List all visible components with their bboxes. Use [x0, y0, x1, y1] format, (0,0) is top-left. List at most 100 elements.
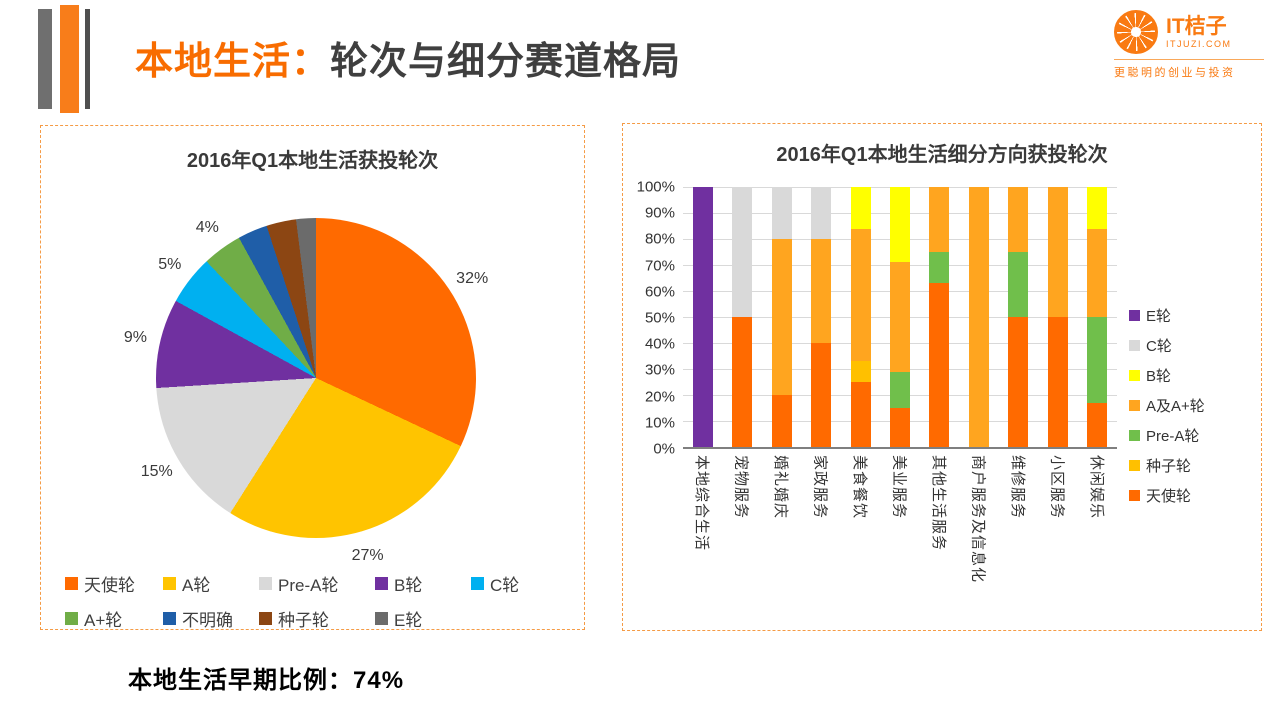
bar-category-label: 商户服务及信息化: [959, 455, 998, 583]
page-title: 本地生活：轮次与细分赛道格局: [135, 30, 681, 85]
bar-segment-Pre-A轮: [889, 371, 910, 408]
legend-swatch: [1129, 430, 1140, 441]
bar-segment-天使轮: [1008, 317, 1029, 447]
pie-slice-label: 32%: [456, 269, 489, 287]
deco-bar-orange: [60, 5, 79, 113]
legend-swatch: [259, 612, 272, 625]
bar-segment-天使轮: [771, 395, 792, 447]
bar-segment-天使轮: [929, 283, 950, 447]
bar-category-label-text: 婚礼婚庆: [772, 455, 790, 520]
bar-category-label-text: 本地综合生活: [693, 455, 711, 552]
y-axis-label: 100%: [636, 178, 675, 196]
legend-item: A及A+轮: [1129, 395, 1205, 416]
legend-item: 天使轮: [65, 571, 163, 596]
bar-segment-C轮: [811, 187, 832, 239]
pie-slice-label: 9%: [123, 328, 148, 346]
pie-slice-label: 5%: [158, 255, 182, 273]
legend-swatch: [1129, 460, 1140, 471]
legend-label: C轮: [490, 576, 520, 595]
legend-label: B轮: [1146, 368, 1172, 385]
legend-item: 不明确: [163, 606, 259, 631]
bar-category-label-text: 维修服务: [1008, 455, 1026, 520]
bar-column: [1038, 187, 1077, 447]
legend-item: 天使轮: [1129, 485, 1205, 506]
logo-row: IT桔子 ITJUZI.COM: [1114, 10, 1264, 54]
bar-stack: [850, 187, 871, 447]
bar-category-label: 美食餐饮: [841, 455, 880, 583]
pie-legend: 天使轮 A轮 Pre-A轮 B轮 C轮 A+轮 不明确 种子轮 E轮: [41, 571, 584, 631]
bar-category-label-text: 其他生活服务: [929, 455, 947, 552]
bar-category-label: 家政服务: [801, 455, 840, 583]
bar-segment-B轮: [889, 187, 910, 263]
legend-label: Pre-A轮: [1146, 428, 1200, 445]
bar-segment-A及A+轮: [889, 262, 910, 372]
legend-swatch: [1129, 400, 1140, 411]
legend-swatch: [375, 577, 388, 590]
bar-stack: [1047, 187, 1068, 447]
y-axis-label: 10%: [644, 414, 675, 432]
legend-item: E轮: [375, 606, 471, 631]
bar-segment-天使轮: [1047, 317, 1068, 447]
logo-tagline: 更聪明的创业与投资: [1114, 67, 1236, 79]
pie-slice-label: 27%: [351, 546, 384, 564]
legend-item: C轮: [1129, 335, 1205, 356]
bar-category-label: 美业服务: [880, 455, 919, 583]
bar-category-label: 其他生活服务: [920, 455, 959, 583]
bar-segment-A及A+轮: [771, 239, 792, 395]
pie-chart-title: 2016年Q1本地生活获投轮次: [186, 150, 439, 172]
bar-category-label: 维修服务: [999, 455, 1038, 583]
bar-segment-天使轮: [889, 408, 910, 447]
legend-label: C轮: [1146, 338, 1172, 355]
bar-stack: [1087, 187, 1108, 447]
legend-swatch: [1129, 370, 1140, 381]
legend-label: E轮: [1146, 308, 1172, 325]
legend-swatch: [1129, 340, 1140, 351]
bar-segment-天使轮: [850, 382, 871, 447]
bar-category-label-text: 商户服务及信息化: [969, 455, 987, 584]
bar-stack: [968, 187, 989, 447]
bar-segment-B轮: [1087, 187, 1108, 229]
footer-note: 本地生活早期比例：74%: [128, 667, 405, 694]
legend-label: A+轮: [84, 611, 123, 630]
y-axis-label: 30%: [644, 361, 675, 379]
pie-area: 32% 27% 15% 9% 5% 4%: [41, 173, 584, 571]
bar-category-label-text: 美业服务: [890, 455, 908, 520]
bar-segment-A及A+轮: [929, 187, 950, 253]
legend-swatch: [65, 612, 78, 625]
bar-category-label: 休闲娱乐: [1078, 455, 1117, 583]
y-axis-label: 90%: [644, 204, 675, 222]
legend-swatch: [259, 577, 272, 590]
category-labels: 本地综合生活 宠物服务 婚礼婚庆 家政服务 美食餐饮 美业服务 其他生活服务 商户服务及信息化…: [683, 455, 1117, 583]
bar-stack: [1008, 187, 1029, 447]
legend-item: 种子轮: [259, 606, 375, 631]
page-title-rest: 轮次与细分赛道格局: [330, 41, 682, 83]
y-axis-label: 50%: [644, 309, 675, 327]
legend-swatch: [1129, 490, 1140, 501]
logo-domain: ITJUZI.COM: [1166, 38, 1232, 49]
legend-label: B轮: [394, 576, 423, 595]
bar-stack: [811, 187, 832, 447]
pie-chart: [156, 218, 476, 538]
bar-segment-A及A+轮: [811, 239, 832, 343]
y-axis: 100% 90% 80% 70% 60% 50% 40% 30% 20% 10% 0%: [633, 179, 683, 458]
orange-fruit-icon: [1114, 10, 1158, 54]
bar-category-label: 婚礼婚庆: [762, 455, 801, 583]
bar-stack: [692, 187, 713, 447]
bar-chart-row: 100% 90% 80% 70% 60% 50% 40% 30% 20% 10% 0% 本地综合生活…: [623, 179, 1261, 584]
bar-segment-种子轮: [850, 361, 871, 382]
bar-category-label: 小区服务: [1038, 455, 1077, 583]
legend-item: E轮: [1129, 305, 1205, 326]
bar-column: [722, 187, 761, 447]
legend-swatch: [375, 612, 388, 625]
bar-plot: [683, 187, 1117, 449]
y-axis-label: 20%: [644, 388, 675, 406]
bar-category-label: 本地综合生活: [683, 455, 722, 583]
legend-swatch: [1129, 310, 1140, 321]
plot-column: 本地综合生活 宠物服务 婚礼婚庆 家政服务 美食餐饮 美业服务 其他生活服务 商户服务及信息化…: [683, 187, 1117, 583]
bar-segment-天使轮: [1087, 402, 1108, 447]
y-axis-label: 40%: [644, 335, 675, 353]
bar-segment-A及A+轮: [1047, 187, 1068, 317]
bar-column: [959, 187, 998, 447]
legend-item: A+轮: [65, 606, 163, 631]
bar-column: [762, 187, 801, 447]
